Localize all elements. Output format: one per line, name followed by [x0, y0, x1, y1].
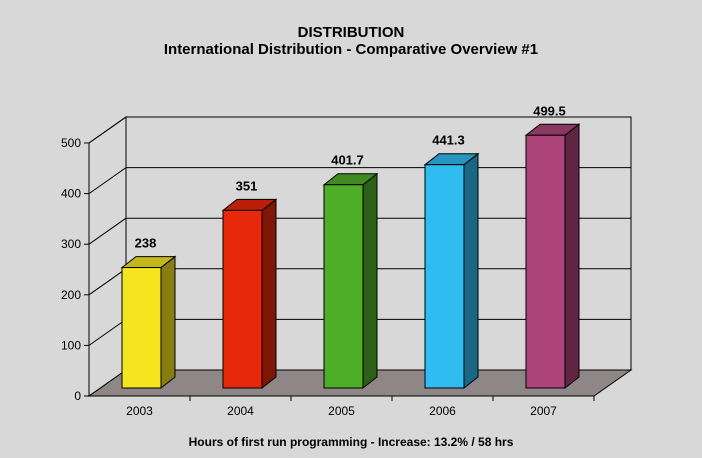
chart-subtitle: International Distribution - Comparative…	[163, 41, 539, 58]
bar-side	[261, 198, 277, 390]
y-tick-label: 100	[61, 338, 81, 352]
gridline-side	[88, 167, 127, 195]
chart-title: DISTRIBUTION	[297, 24, 405, 41]
gridline-side	[88, 116, 127, 144]
chart-caption: Hours of first run programming - Increas…	[188, 435, 514, 449]
bar	[525, 134, 566, 389]
bar	[222, 209, 263, 389]
x-tick-label: 2007	[530, 404, 557, 418]
side-wall	[88, 116, 127, 397]
bar	[121, 267, 162, 389]
gridline-side	[88, 318, 127, 346]
bar-value-label: 238	[135, 236, 157, 251]
bar-value-label: 351	[236, 178, 258, 193]
y-tick-label: 400	[61, 187, 81, 201]
bar-side	[564, 123, 580, 390]
bar	[323, 184, 364, 389]
gridline-side	[88, 268, 127, 296]
bar-value-label: 401.7	[331, 153, 364, 168]
x-tick-label: 2003	[126, 404, 153, 418]
x-tick-label: 2006	[429, 404, 456, 418]
bar-side	[160, 255, 176, 390]
y-tick-label: 200	[61, 288, 81, 302]
bar-side	[362, 172, 378, 390]
bar	[424, 164, 465, 389]
bar-value-label: 441.3	[432, 133, 465, 148]
bar-side	[463, 152, 479, 390]
y-tick-label: 500	[61, 136, 81, 150]
y-tick-label: 300	[61, 237, 81, 251]
x-tick-label: 2005	[328, 404, 355, 418]
y-tick-label: 0	[74, 389, 81, 403]
x-tick-label: 2004	[227, 404, 254, 418]
bar-value-label: 499.5	[533, 103, 566, 118]
gridline-side	[88, 217, 127, 245]
